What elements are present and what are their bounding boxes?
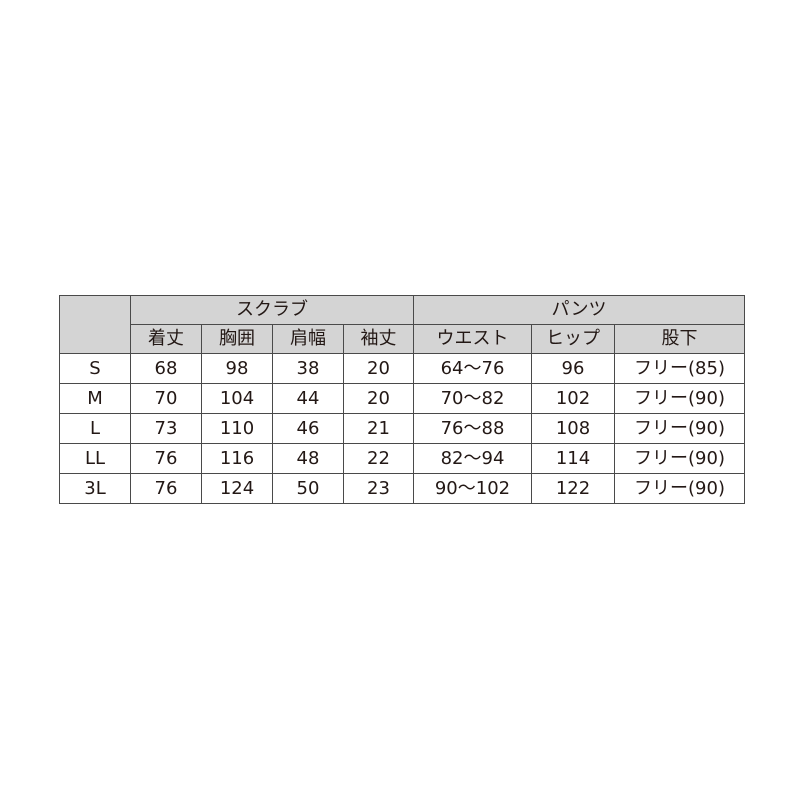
- value-cell: 64〜76: [413, 353, 532, 384]
- value-cell: 116: [201, 443, 273, 474]
- value-cell: 96: [531, 353, 615, 384]
- value-cell: 38: [272, 353, 344, 384]
- value-cell: 70〜82: [413, 383, 532, 414]
- column-header: 着丈: [130, 324, 202, 354]
- column-header: 袖丈: [343, 324, 414, 354]
- group-header-scrub: スクラブ: [130, 295, 414, 325]
- value-cell: 73: [130, 413, 202, 444]
- table-row: L 73 110 46 21 76〜88 108 フリー(90): [59, 413, 745, 444]
- value-cell: 50: [272, 473, 344, 504]
- value-cell: フリー(85): [614, 353, 745, 384]
- group-header-row: スクラブ パンツ: [59, 295, 745, 354]
- value-cell: 46: [272, 413, 344, 444]
- value-cell: 124: [201, 473, 273, 504]
- column-header: 胸囲: [201, 324, 273, 354]
- value-cell: 70: [130, 383, 202, 414]
- value-cell: フリー(90): [614, 413, 745, 444]
- size-chart-table: スクラブ パンツ 着丈 胸囲 肩幅 袖丈 ウエスト ヒップ 股下 S 68 98 38…: [59, 295, 745, 504]
- table-row: M 70 104 44 20 70〜82 102 フリー(90): [59, 383, 745, 414]
- value-cell: 48: [272, 443, 344, 474]
- value-cell: フリー(90): [614, 443, 745, 474]
- value-cell: フリー(90): [614, 473, 745, 504]
- value-cell: 108: [531, 413, 615, 444]
- value-cell: 23: [343, 473, 414, 504]
- value-cell: 21: [343, 413, 414, 444]
- value-cell: 20: [343, 383, 414, 414]
- column-header: 股下: [614, 324, 745, 354]
- group-header-pants: パンツ: [413, 295, 745, 325]
- value-cell: 110: [201, 413, 273, 444]
- value-cell: 22: [343, 443, 414, 474]
- size-cell: L: [59, 413, 131, 444]
- size-cell: M: [59, 383, 131, 414]
- value-cell: 76〜88: [413, 413, 532, 444]
- size-cell: LL: [59, 443, 131, 474]
- column-header: ウエスト: [413, 324, 532, 354]
- value-cell: フリー(90): [614, 383, 745, 414]
- value-cell: 122: [531, 473, 615, 504]
- value-cell: 98: [201, 353, 273, 384]
- column-header: ヒップ: [531, 324, 615, 354]
- table-row: S 68 98 38 20 64〜76 96 フリー(85): [59, 353, 745, 384]
- value-cell: 44: [272, 383, 344, 414]
- value-cell: 76: [130, 443, 202, 474]
- table-body: S 68 98 38 20 64〜76 96 フリー(85) M 70 104 44 20 70〜82 10…: [59, 353, 745, 504]
- value-cell: 114: [531, 443, 615, 474]
- column-header: 肩幅: [272, 324, 344, 354]
- column-header-row: 着丈 胸囲 肩幅 袖丈 ウエスト ヒップ 股下: [60, 324, 745, 354]
- table-row: LL 76 116 48 22 82〜94 114 フリー(90): [59, 443, 745, 474]
- table-row: 3L 76 124 50 23 90〜102 122 フリー(90): [59, 473, 745, 504]
- value-cell: 104: [201, 383, 273, 414]
- value-cell: 102: [531, 383, 615, 414]
- value-cell: 82〜94: [413, 443, 532, 474]
- corner-cell: [59, 295, 131, 354]
- value-cell: 68: [130, 353, 202, 384]
- value-cell: 90〜102: [413, 473, 532, 504]
- size-cell: 3L: [59, 473, 131, 504]
- size-cell: S: [59, 353, 131, 384]
- value-cell: 20: [343, 353, 414, 384]
- value-cell: 76: [130, 473, 202, 504]
